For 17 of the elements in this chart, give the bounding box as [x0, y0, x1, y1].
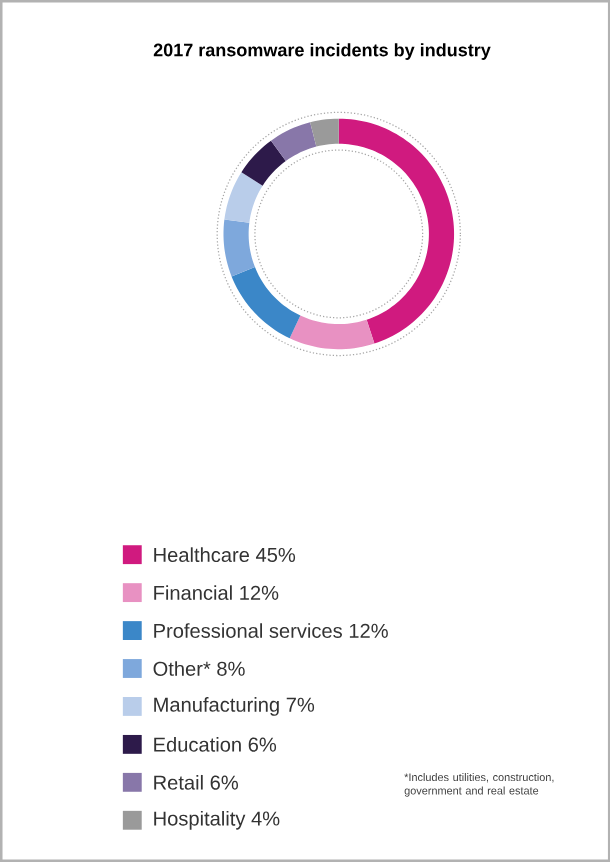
data-label: 6% — [248, 737, 276, 752]
legend-label: Retail — [154, 774, 203, 790]
data-label: 45% — [255, 547, 295, 563]
legend-label: Healthcare — [154, 547, 249, 563]
data-label: 12% — [240, 585, 279, 600]
data-label: 6% — [210, 775, 238, 790]
legend-label: Financial — [154, 585, 232, 601]
data-label: 12% — [349, 623, 388, 638]
legend-label: Manufacturing — [154, 697, 279, 716]
legend-label: Other* — [153, 661, 211, 676]
data-label: 4% — [251, 811, 280, 826]
legend-label: Hospitality — [154, 810, 246, 830]
chart-title: 2017 ransomware incidents by industry — [153, 43, 491, 60]
legend-label: Education — [154, 737, 241, 752]
data-label: 7% — [286, 697, 314, 712]
legend-label: Professional services — [154, 623, 342, 638]
data-label: 8% — [217, 661, 245, 676]
